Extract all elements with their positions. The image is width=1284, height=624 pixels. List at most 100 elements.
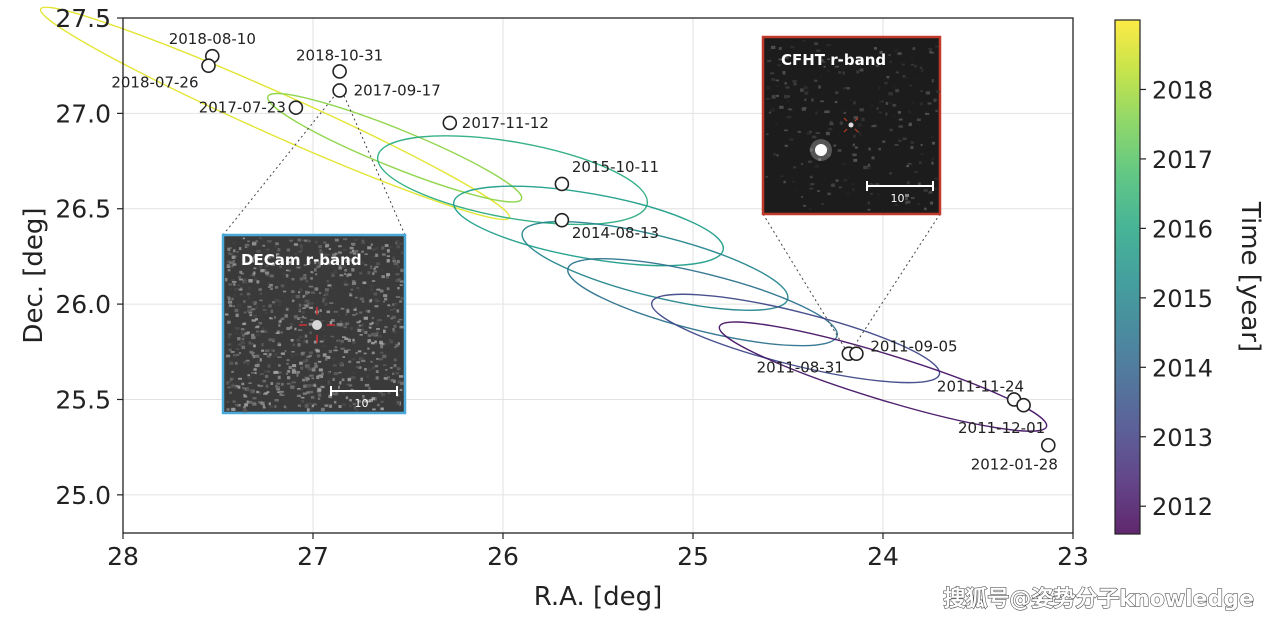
inset-noise xyxy=(305,379,309,382)
inset-noise xyxy=(800,88,804,92)
inset-noise xyxy=(377,318,382,322)
inset-noise xyxy=(250,308,256,311)
inset-noise xyxy=(253,271,256,275)
inset-noise xyxy=(320,319,325,322)
inset-noise xyxy=(301,351,306,354)
inset-noise xyxy=(277,386,281,389)
inset-noise xyxy=(308,367,313,371)
inset-noise xyxy=(778,58,782,61)
inset-noise xyxy=(264,271,270,275)
inset-noise xyxy=(929,190,933,194)
inset-noise xyxy=(386,255,390,258)
inset-noise xyxy=(765,97,771,100)
inset-noise xyxy=(339,274,344,277)
inset-noise xyxy=(910,197,915,200)
watermark-text: 搜狐号@姿势分子knowledge xyxy=(943,586,1254,612)
inset-noise xyxy=(262,406,266,409)
x-tick-label: 23 xyxy=(1057,542,1089,571)
inset-noise xyxy=(379,340,383,345)
inset-noise xyxy=(324,357,328,361)
inset-noise xyxy=(371,397,375,401)
inset-noise xyxy=(274,405,277,409)
inset-noise xyxy=(260,401,265,405)
inset-noise xyxy=(304,334,308,338)
inset-noise xyxy=(812,135,817,139)
inset-noise xyxy=(262,379,267,383)
inset-noise xyxy=(888,92,893,96)
inset-noise xyxy=(852,153,857,157)
inset-noise xyxy=(886,75,890,79)
inset-noise xyxy=(244,243,250,247)
inset-noise xyxy=(372,408,376,411)
inset-noise xyxy=(305,366,311,369)
inset-noise xyxy=(833,46,837,48)
target-source xyxy=(848,122,854,128)
inset-noise xyxy=(371,351,375,355)
detection-point xyxy=(1041,437,1056,453)
inset-noise xyxy=(270,350,274,352)
inset-noise xyxy=(787,95,790,98)
inset-noise xyxy=(344,272,347,276)
inset-noise xyxy=(364,330,368,334)
colorbar: 2012 2013 2014 2015 2016 2017 2018 Time [year] xyxy=(1114,19,1265,535)
inset-noise xyxy=(773,152,776,156)
inset-noise xyxy=(265,264,269,268)
inset-noise xyxy=(308,407,313,411)
inset-noise xyxy=(384,244,389,247)
inset-noise xyxy=(822,60,826,63)
inset-noise xyxy=(335,391,339,395)
inset-noise xyxy=(253,344,256,348)
inset-noise xyxy=(877,193,881,197)
inset-noise xyxy=(291,299,295,303)
inset-noise xyxy=(857,123,863,127)
inset-noise xyxy=(790,45,795,49)
inset-noise xyxy=(237,276,242,279)
point-label: 2012-01-28 xyxy=(971,455,1058,473)
inset-noise xyxy=(277,391,280,394)
inset-noise xyxy=(808,183,813,187)
inset-noise xyxy=(803,205,807,207)
inset-noise xyxy=(343,349,349,354)
inset-noise xyxy=(893,194,897,198)
inset-noise xyxy=(252,397,257,400)
inset-noise xyxy=(319,309,322,313)
inset-noise xyxy=(398,242,404,245)
inset-noise xyxy=(785,56,789,59)
inset-noise xyxy=(255,354,260,358)
inset-noise xyxy=(360,328,364,331)
inset-noise xyxy=(327,284,332,287)
inset-noise xyxy=(237,403,241,407)
inset-noise xyxy=(359,297,364,301)
inset-noise xyxy=(802,120,805,124)
inset-noise xyxy=(299,244,303,248)
inset-noise xyxy=(339,362,344,364)
inset-noise xyxy=(910,64,915,66)
inset-noise xyxy=(259,373,264,376)
inset-noise xyxy=(349,399,352,402)
inset-noise xyxy=(375,376,379,380)
inset-noise xyxy=(260,269,265,273)
inset-noise xyxy=(916,118,921,122)
inset-noise xyxy=(227,333,232,336)
inset-noise xyxy=(326,280,329,283)
inset-noise xyxy=(328,394,332,399)
inset-noise xyxy=(329,404,332,408)
inset-noise xyxy=(906,190,911,193)
inset-noise xyxy=(931,135,935,139)
inset-noise xyxy=(280,382,284,386)
inset-noise xyxy=(269,274,274,278)
inset-noise xyxy=(766,86,771,90)
inset-noise xyxy=(382,300,386,303)
inset-noise xyxy=(378,334,383,338)
inset-noise xyxy=(229,379,232,382)
inset-noise xyxy=(306,391,309,394)
inset-noise xyxy=(275,385,278,388)
inset-noise xyxy=(767,48,772,51)
inset-noise xyxy=(372,255,375,258)
inset-noise xyxy=(852,134,857,138)
inset-noise xyxy=(260,372,264,375)
inset-noise xyxy=(377,403,380,407)
inset-noise xyxy=(287,261,292,264)
orbit-ellipse xyxy=(376,135,649,226)
inset-noise xyxy=(231,264,234,268)
